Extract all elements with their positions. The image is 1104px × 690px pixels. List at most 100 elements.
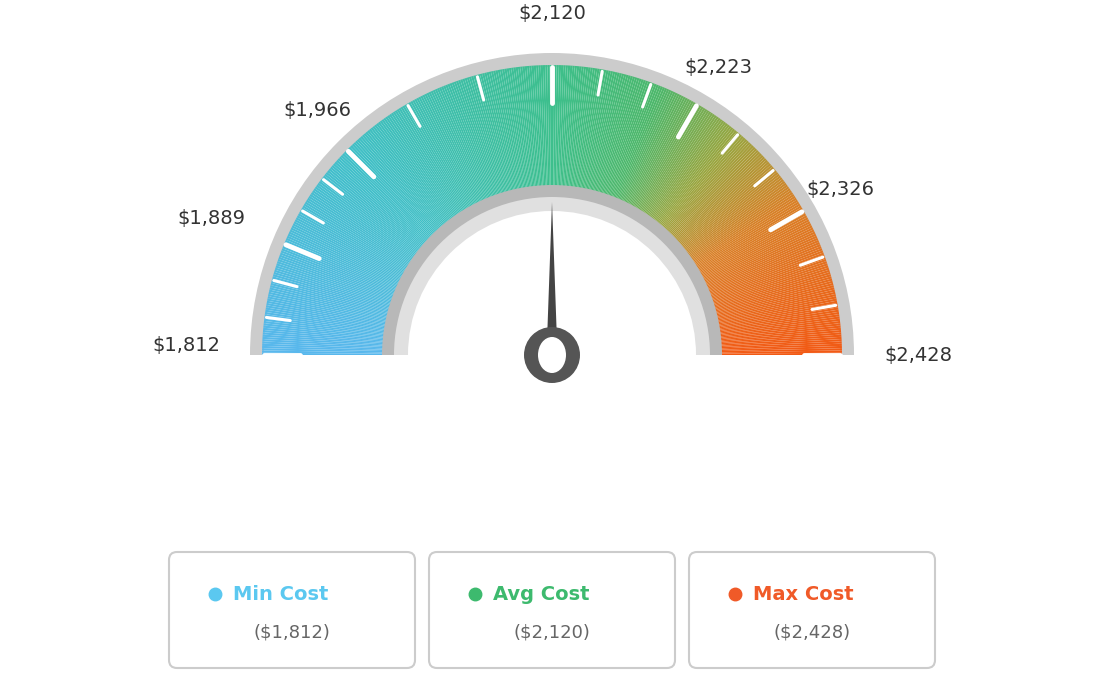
Wedge shape bbox=[703, 228, 814, 282]
Wedge shape bbox=[658, 130, 736, 226]
Wedge shape bbox=[678, 164, 771, 245]
Wedge shape bbox=[677, 160, 768, 243]
Wedge shape bbox=[622, 90, 673, 202]
Wedge shape bbox=[672, 153, 762, 239]
Wedge shape bbox=[335, 161, 427, 244]
Wedge shape bbox=[699, 215, 807, 275]
Wedge shape bbox=[404, 207, 700, 355]
Wedge shape bbox=[306, 199, 411, 266]
Wedge shape bbox=[264, 317, 385, 334]
Wedge shape bbox=[262, 351, 384, 354]
Wedge shape bbox=[478, 74, 510, 193]
Wedge shape bbox=[406, 103, 469, 210]
Wedge shape bbox=[677, 161, 769, 244]
Wedge shape bbox=[265, 310, 386, 330]
Wedge shape bbox=[572, 67, 588, 188]
Circle shape bbox=[524, 327, 580, 383]
Wedge shape bbox=[350, 145, 436, 235]
Wedge shape bbox=[662, 136, 744, 229]
Wedge shape bbox=[423, 95, 478, 205]
Wedge shape bbox=[615, 86, 664, 200]
Wedge shape bbox=[529, 66, 540, 188]
Wedge shape bbox=[710, 257, 826, 299]
Wedge shape bbox=[708, 246, 821, 293]
Wedge shape bbox=[270, 285, 389, 316]
Wedge shape bbox=[482, 73, 512, 192]
Wedge shape bbox=[561, 66, 570, 187]
Wedge shape bbox=[668, 145, 754, 235]
Text: $1,966: $1,966 bbox=[284, 101, 351, 120]
Wedge shape bbox=[288, 232, 400, 285]
Wedge shape bbox=[435, 89, 486, 201]
Wedge shape bbox=[617, 88, 667, 201]
Wedge shape bbox=[697, 208, 803, 270]
Wedge shape bbox=[628, 97, 686, 206]
Wedge shape bbox=[480, 74, 511, 193]
Wedge shape bbox=[363, 133, 444, 227]
Wedge shape bbox=[263, 330, 384, 342]
Wedge shape bbox=[613, 85, 659, 199]
Wedge shape bbox=[614, 86, 661, 199]
FancyBboxPatch shape bbox=[689, 552, 935, 668]
Wedge shape bbox=[716, 298, 837, 324]
Wedge shape bbox=[631, 100, 692, 208]
Wedge shape bbox=[266, 303, 386, 326]
Wedge shape bbox=[396, 109, 463, 213]
Wedge shape bbox=[588, 72, 617, 191]
Wedge shape bbox=[718, 312, 839, 331]
Wedge shape bbox=[676, 158, 766, 242]
Wedge shape bbox=[694, 201, 799, 267]
Wedge shape bbox=[385, 117, 456, 217]
Wedge shape bbox=[458, 80, 499, 196]
Wedge shape bbox=[707, 240, 819, 290]
Wedge shape bbox=[670, 148, 757, 236]
Wedge shape bbox=[416, 98, 475, 206]
Wedge shape bbox=[584, 70, 608, 190]
Wedge shape bbox=[715, 287, 835, 317]
Wedge shape bbox=[623, 92, 676, 203]
Wedge shape bbox=[534, 66, 543, 187]
Wedge shape bbox=[329, 168, 424, 248]
Wedge shape bbox=[290, 228, 401, 282]
Wedge shape bbox=[403, 106, 467, 211]
Text: $2,120: $2,120 bbox=[518, 4, 586, 23]
Wedge shape bbox=[298, 213, 405, 274]
Wedge shape bbox=[684, 177, 783, 253]
Wedge shape bbox=[629, 98, 688, 206]
Wedge shape bbox=[567, 66, 582, 188]
Wedge shape bbox=[296, 217, 404, 277]
Wedge shape bbox=[293, 224, 402, 280]
Wedge shape bbox=[633, 101, 693, 208]
Wedge shape bbox=[491, 71, 518, 190]
Wedge shape bbox=[671, 152, 761, 238]
Text: $2,326: $2,326 bbox=[806, 181, 874, 199]
Wedge shape bbox=[714, 281, 832, 313]
Wedge shape bbox=[336, 160, 427, 243]
Text: ($2,428): ($2,428) bbox=[774, 623, 850, 641]
Text: Avg Cost: Avg Cost bbox=[493, 584, 590, 604]
Wedge shape bbox=[394, 197, 710, 355]
Wedge shape bbox=[692, 194, 795, 263]
Wedge shape bbox=[543, 65, 548, 187]
Wedge shape bbox=[280, 253, 395, 297]
Wedge shape bbox=[665, 139, 747, 230]
Wedge shape bbox=[601, 77, 637, 195]
Wedge shape bbox=[374, 124, 450, 222]
Wedge shape bbox=[447, 83, 492, 198]
Wedge shape bbox=[369, 128, 447, 225]
Wedge shape bbox=[705, 236, 817, 287]
Wedge shape bbox=[273, 274, 391, 309]
Wedge shape bbox=[343, 152, 433, 238]
Wedge shape bbox=[270, 283, 390, 315]
Wedge shape bbox=[578, 68, 599, 189]
Wedge shape bbox=[433, 90, 484, 202]
Ellipse shape bbox=[538, 337, 566, 373]
Wedge shape bbox=[651, 121, 726, 221]
Wedge shape bbox=[454, 81, 497, 197]
Wedge shape bbox=[716, 301, 837, 325]
Wedge shape bbox=[573, 68, 591, 188]
Wedge shape bbox=[574, 68, 593, 188]
Wedge shape bbox=[571, 67, 586, 188]
Wedge shape bbox=[625, 94, 680, 204]
Wedge shape bbox=[250, 53, 854, 355]
